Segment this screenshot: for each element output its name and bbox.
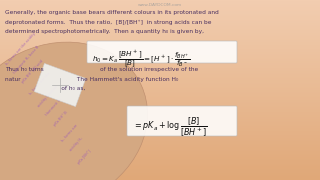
Text: deprotonated forms.  Thus the ratio,  [B]/[BH⁺]  in strong acids can be: deprotonated forms. Thus the ratio, [B]/… [5, 19, 212, 25]
Text: Generally, the organic base bears different colours in its protonated and: Generally, the organic base bears differ… [5, 10, 219, 15]
Text: $h_0 = K_a\,\dfrac{[BH^+]}{[B]} = [H^+]\cdot\dfrac{f_{BH^+}}{f_{B^-}}$: $h_0 = K_a\,\dfrac{[BH^+]}{[B]} = [H^+]\… [92, 49, 191, 70]
Text: acidity H₀: acidity H₀ [69, 136, 84, 152]
Text: $= pK_a + \log\dfrac{[B]}{[BH^+]}$: $= pK_a + \log\dfrac{[B]}{[BH^+]}$ [133, 115, 208, 138]
FancyBboxPatch shape [87, 41, 237, 63]
Text: natur                              The Hammett's acidity function H₀: natur The Hammett's acidity function H₀ [5, 76, 178, 82]
Text: acidity function: acidity function [37, 84, 59, 108]
Text: of h₀ as,: of h₀ as, [5, 86, 85, 91]
Text: www.DAYDCOM.com: www.DAYDCOM.com [138, 3, 182, 7]
Text: pKa BH⁺ [B] acid: pKa BH⁺ [B] acid [21, 58, 45, 84]
Text: Thus h₀ turns                              of the solution irrespective of the: Thus h₀ turns of the solution irrespecti… [5, 67, 198, 72]
Text: determined spectrophotometrically.  Then a quantity h₀ is given by,: determined spectrophotometrically. Then … [5, 29, 204, 34]
Text: pKa BH⁺ B: pKa BH⁺ B [53, 110, 69, 127]
Text: h₀ forms are the: h₀ forms are the [29, 71, 52, 96]
Polygon shape [34, 63, 86, 107]
Ellipse shape [0, 42, 148, 180]
FancyBboxPatch shape [127, 106, 237, 136]
Text: Hammett H₀: Hammett H₀ [45, 97, 63, 117]
Text: h₀ forms are the acidity: h₀ forms are the acidity [5, 32, 36, 66]
Text: h₀ forms are: h₀ forms are [61, 123, 79, 142]
Text: pKa [BH⁺]: pKa [BH⁺] [77, 149, 92, 165]
Text: Hammett H₀ base B: Hammett H₀ base B [13, 45, 40, 75]
